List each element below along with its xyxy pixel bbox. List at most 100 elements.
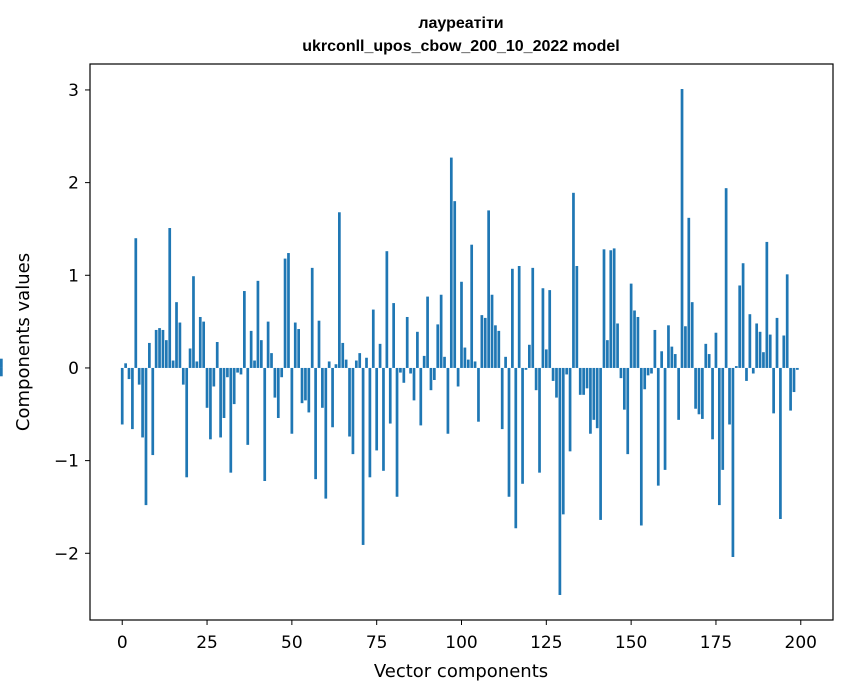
- bar: [680, 89, 684, 368]
- bar: [405, 316, 409, 368]
- y-tick-label: 3: [68, 81, 79, 101]
- chart-title: лауреатіти: [418, 15, 503, 32]
- bar: [595, 367, 599, 429]
- bar: [124, 363, 127, 368]
- bar: [276, 367, 280, 418]
- bar: [443, 356, 446, 368]
- bar: [185, 367, 189, 478]
- bar: [307, 367, 311, 413]
- bar: [127, 367, 131, 380]
- bar: [687, 217, 691, 368]
- bar: [161, 329, 165, 368]
- bar: [446, 367, 450, 434]
- x-axis-ticks: 0 25 50 75 100 125 150 175 200: [117, 620, 817, 653]
- bar: [667, 325, 670, 368]
- bar: [565, 367, 569, 375]
- bar: [589, 367, 592, 434]
- bar: [429, 367, 433, 391]
- bar: [215, 342, 219, 368]
- y-tick-label: −2: [54, 544, 79, 564]
- bar: [514, 367, 518, 529]
- bar: [412, 367, 416, 401]
- bar: [490, 294, 494, 368]
- x-tick-label: 125: [530, 633, 562, 653]
- bar: [222, 367, 226, 418]
- bar: [622, 367, 626, 410]
- bar: [371, 309, 375, 368]
- bar: [704, 343, 708, 368]
- bar: [639, 367, 643, 526]
- bar: [378, 343, 382, 368]
- bar: [782, 335, 786, 368]
- bar: [561, 367, 565, 515]
- bar: [192, 276, 195, 368]
- x-tick-label: 50: [281, 633, 303, 653]
- bar: [409, 367, 412, 374]
- bar: [738, 285, 742, 368]
- bar: [321, 367, 324, 408]
- bar: [334, 364, 338, 368]
- bar: [511, 268, 514, 368]
- bar: [555, 367, 558, 398]
- bar: [643, 367, 647, 390]
- bar: [653, 329, 657, 368]
- bar: [694, 367, 697, 409]
- bar: [619, 367, 623, 379]
- bar: [297, 329, 300, 368]
- bar: [724, 188, 728, 368]
- bar: [426, 296, 429, 368]
- bar: [734, 366, 738, 368]
- bar: [779, 367, 782, 519]
- x-tick-label: 25: [196, 633, 218, 653]
- bar: [575, 266, 579, 368]
- bar: [751, 367, 755, 374]
- bar: [151, 367, 155, 456]
- bar: [483, 317, 487, 368]
- bar: [327, 361, 331, 368]
- bar: [684, 326, 687, 368]
- y-tick-label: 2: [68, 174, 79, 194]
- y-tick-label: 1: [68, 266, 79, 286]
- bar: [0, 367, 3, 377]
- x-tick-label: 175: [700, 633, 732, 653]
- bar: [480, 315, 484, 368]
- bar: [792, 367, 796, 393]
- bar: [775, 317, 779, 368]
- bar: [616, 323, 619, 368]
- bar: [266, 321, 270, 368]
- bar: [673, 354, 677, 368]
- bar: [606, 340, 609, 368]
- bar: [304, 367, 307, 401]
- bar: [344, 359, 348, 368]
- bars-group: [0, 89, 799, 595]
- bar: [253, 360, 256, 368]
- bar: [633, 310, 636, 368]
- bar: [280, 367, 284, 378]
- bar: [585, 367, 589, 389]
- bar: [290, 367, 294, 434]
- bar: [148, 342, 151, 368]
- bar: [212, 367, 216, 387]
- bar: [338, 212, 341, 368]
- bar: [456, 367, 460, 387]
- bar: [287, 253, 290, 368]
- bar: [449, 157, 453, 368]
- bar: [731, 367, 735, 557]
- bar: [188, 348, 192, 368]
- bar: [660, 351, 664, 368]
- y-tick-label: 0: [68, 359, 79, 379]
- bar: [205, 367, 209, 408]
- bar: [256, 280, 260, 368]
- bar: [758, 331, 762, 368]
- bar: [341, 342, 345, 368]
- bar: [195, 361, 199, 368]
- bar: [392, 303, 395, 368]
- bar: [507, 367, 511, 497]
- bar: [453, 201, 457, 368]
- bar: [477, 367, 480, 422]
- bar: [548, 290, 552, 368]
- bar: [544, 349, 548, 368]
- bar: [538, 367, 541, 473]
- bar: [141, 367, 144, 438]
- bar: [466, 359, 470, 368]
